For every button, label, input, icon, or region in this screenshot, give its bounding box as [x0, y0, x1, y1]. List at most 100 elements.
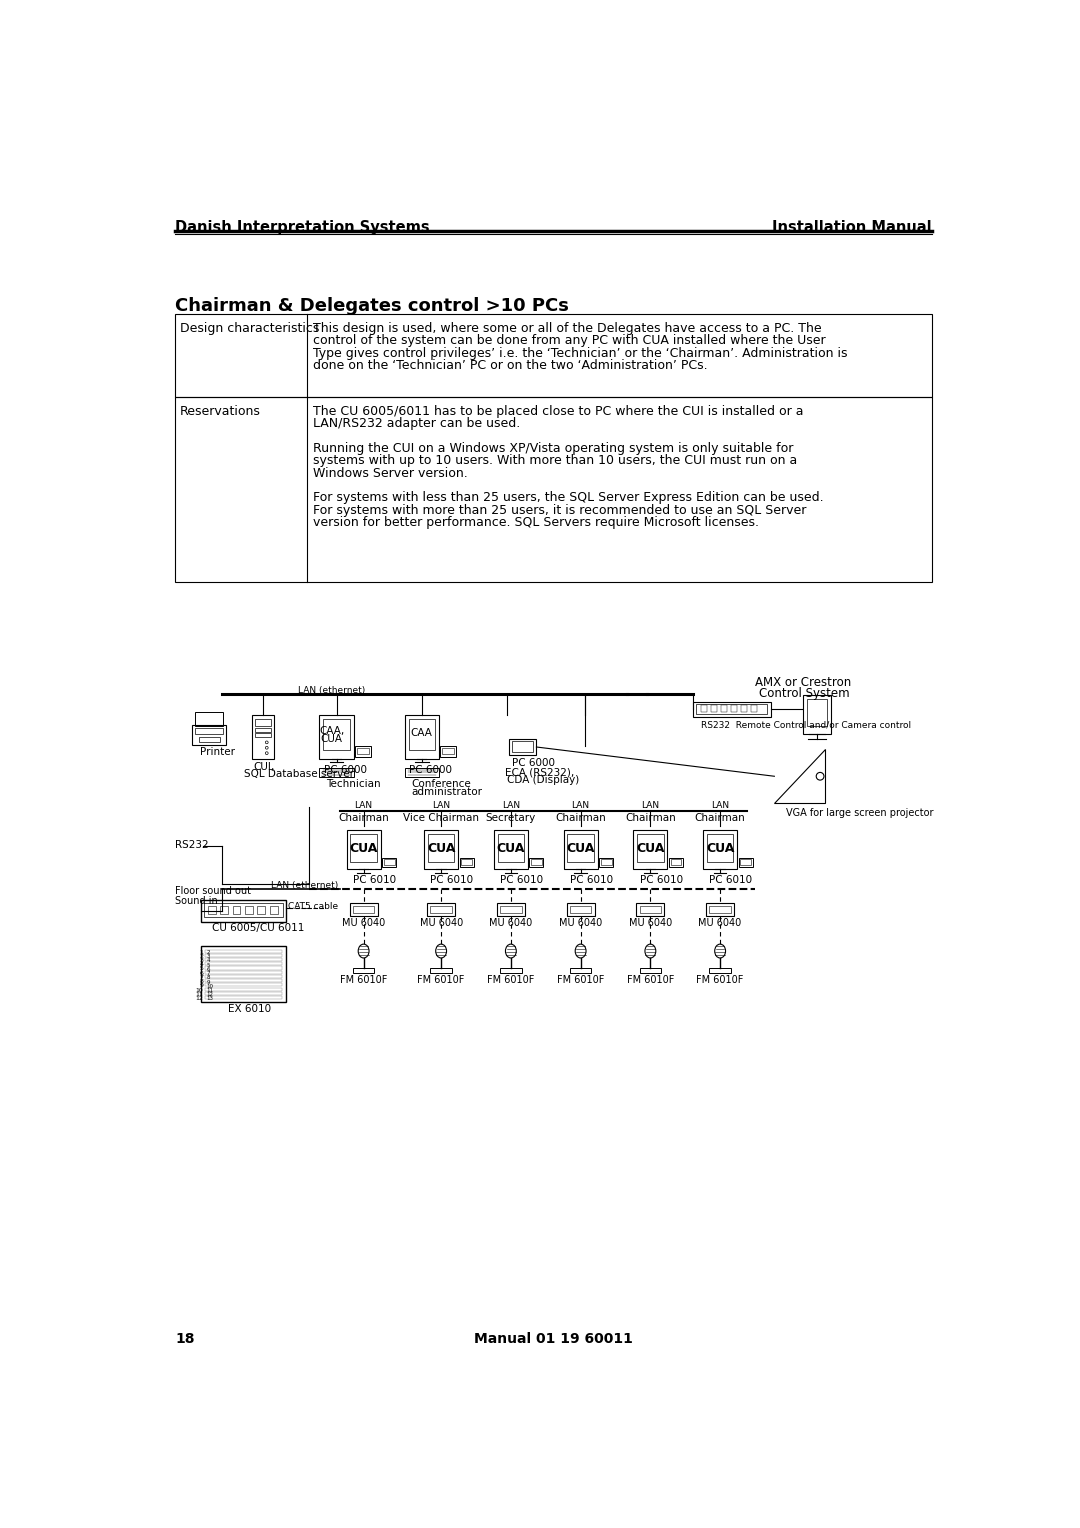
- Bar: [531, 859, 542, 865]
- Text: Floor sound out: Floor sound out: [175, 886, 252, 897]
- Bar: [703, 830, 738, 868]
- Bar: [428, 903, 455, 915]
- Text: 12: 12: [195, 996, 203, 1001]
- Bar: [245, 906, 253, 914]
- Bar: [428, 834, 455, 862]
- Bar: [204, 903, 283, 917]
- Bar: [205, 958, 282, 961]
- Text: RS232: RS232: [175, 840, 208, 850]
- Text: For systems with more than 25 users, it is recommended to use an SQL Server: For systems with more than 25 users, it …: [313, 504, 807, 516]
- Bar: [382, 857, 396, 866]
- Bar: [669, 857, 683, 866]
- Bar: [205, 992, 282, 995]
- Text: administrator: administrator: [410, 787, 482, 798]
- Text: FM 6010F: FM 6010F: [340, 975, 388, 986]
- Bar: [175, 397, 932, 582]
- Text: 10: 10: [195, 987, 203, 993]
- Bar: [741, 706, 747, 712]
- Bar: [639, 969, 661, 973]
- Text: 12: 12: [206, 992, 214, 998]
- Text: CDA (Display): CDA (Display): [507, 776, 579, 785]
- Bar: [195, 727, 224, 733]
- Polygon shape: [774, 749, 825, 804]
- Text: Sound in: Sound in: [175, 895, 218, 906]
- Bar: [707, 834, 733, 862]
- Text: CAA,: CAA,: [320, 726, 345, 736]
- Text: done on the ‘Technician’ PC or on the two ‘Administration’ PCs.: done on the ‘Technician’ PC or on the tw…: [313, 359, 707, 371]
- Bar: [636, 903, 664, 915]
- Bar: [220, 906, 228, 914]
- Text: MU 6040: MU 6040: [559, 918, 603, 927]
- Text: 3: 3: [199, 958, 203, 963]
- Text: Chairman: Chairman: [625, 813, 676, 824]
- Text: Control System: Control System: [759, 688, 850, 700]
- Text: 3: 3: [206, 953, 210, 960]
- Text: Design characteristics: Design characteristics: [180, 322, 320, 335]
- Bar: [494, 830, 528, 868]
- Bar: [512, 741, 534, 752]
- Bar: [751, 706, 757, 712]
- Text: 7: 7: [199, 975, 203, 979]
- Bar: [205, 970, 282, 973]
- Text: MU 6040: MU 6040: [419, 918, 462, 927]
- Text: Chairman & Delegates control >10 PCs: Chairman & Delegates control >10 PCs: [175, 298, 569, 315]
- Bar: [460, 857, 474, 866]
- Bar: [199, 736, 220, 741]
- Text: Windows Server version.: Windows Server version.: [313, 466, 468, 480]
- Text: PC 6010: PC 6010: [639, 876, 683, 885]
- Bar: [633, 830, 667, 868]
- Text: 5: 5: [206, 963, 210, 967]
- Bar: [323, 720, 350, 750]
- Bar: [383, 859, 394, 865]
- Text: Chairman: Chairman: [338, 813, 389, 824]
- Bar: [721, 706, 727, 712]
- Text: LAN (ethernet): LAN (ethernet): [271, 882, 338, 889]
- Bar: [639, 906, 661, 912]
- Bar: [350, 834, 377, 862]
- Bar: [347, 830, 380, 868]
- Bar: [205, 984, 282, 987]
- Text: PC 6010: PC 6010: [710, 876, 753, 885]
- Bar: [405, 767, 438, 778]
- Text: 2: 2: [206, 950, 210, 955]
- Text: Manual 01 19 60011: Manual 01 19 60011: [474, 1332, 633, 1346]
- Text: FM 6010F: FM 6010F: [418, 975, 464, 986]
- Bar: [355, 746, 370, 756]
- Text: 13: 13: [206, 996, 214, 1001]
- Bar: [731, 706, 738, 712]
- Text: 1: 1: [200, 949, 203, 955]
- Bar: [701, 706, 707, 712]
- Bar: [529, 857, 543, 866]
- Text: Printer: Printer: [200, 747, 235, 756]
- Text: Secretary: Secretary: [486, 813, 536, 824]
- Bar: [570, 906, 592, 912]
- Bar: [600, 859, 611, 865]
- Text: 8: 8: [206, 975, 210, 981]
- Text: 11: 11: [206, 989, 214, 993]
- Text: PC 6010: PC 6010: [353, 876, 396, 885]
- Bar: [567, 903, 595, 915]
- Text: LAN: LAN: [502, 801, 519, 810]
- Text: 11: 11: [195, 992, 203, 996]
- Text: 6: 6: [206, 967, 210, 972]
- Text: LAN: LAN: [354, 801, 373, 810]
- Text: CUA: CUA: [706, 842, 734, 854]
- Text: SQL Database server: SQL Database server: [244, 769, 354, 779]
- Text: MU 6040: MU 6040: [489, 918, 532, 927]
- Text: 4: 4: [199, 963, 203, 967]
- Text: Installation Manual: Installation Manual: [772, 220, 932, 235]
- Bar: [804, 695, 831, 733]
- Bar: [205, 949, 282, 952]
- Bar: [270, 906, 278, 914]
- Text: MU 6040: MU 6040: [699, 918, 742, 927]
- Text: 4: 4: [206, 958, 210, 963]
- Text: ECA (RS232),: ECA (RS232),: [505, 767, 575, 778]
- Text: FM 6010F: FM 6010F: [487, 975, 535, 986]
- Bar: [320, 715, 353, 758]
- Text: LAN/RS232 adapter can be used.: LAN/RS232 adapter can be used.: [313, 417, 521, 431]
- Bar: [205, 996, 282, 999]
- Bar: [205, 966, 282, 970]
- Bar: [693, 701, 770, 717]
- Bar: [205, 963, 282, 966]
- Text: MU 6040: MU 6040: [342, 918, 386, 927]
